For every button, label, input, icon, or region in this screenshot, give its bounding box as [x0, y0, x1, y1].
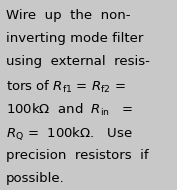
Text: possible.: possible.: [6, 172, 65, 185]
Text: using  external  resis-: using external resis-: [6, 55, 150, 68]
Text: precision  resistors  if: precision resistors if: [6, 149, 149, 162]
Text: Wire  up  the  non-: Wire up the non-: [6, 9, 131, 21]
Text: $R_{\mathrm{Q}}$ =  100k$\Omega$.   Use: $R_{\mathrm{Q}}$ = 100k$\Omega$. Use: [6, 125, 133, 142]
Text: 100k$\Omega$  and  $R_{\mathrm{in}}$   =: 100k$\Omega$ and $R_{\mathrm{in}}$ =: [6, 102, 133, 118]
Text: tors of $R_{\mathrm{f1}}$ = $R_{\mathrm{f2}}$ =: tors of $R_{\mathrm{f1}}$ = $R_{\mathrm{…: [6, 79, 126, 95]
Text: inverting mode filter: inverting mode filter: [6, 32, 144, 45]
